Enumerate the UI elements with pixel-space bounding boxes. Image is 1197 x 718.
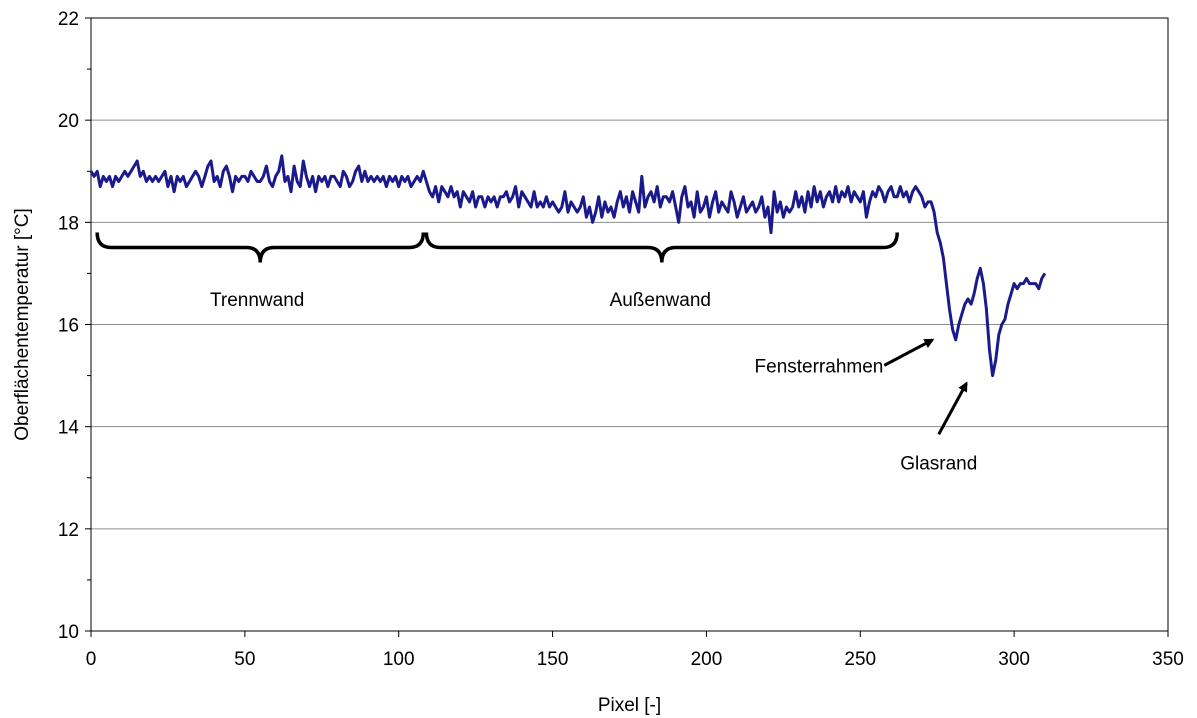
label-glasrand: Glasrand — [900, 453, 977, 474]
y-tick-label: 20 — [58, 111, 79, 132]
y-axis: 10 12 14 16 18 20 22 — [58, 9, 91, 643]
brace-aussenwand — [424, 232, 899, 263]
x-tick-label: 350 — [1152, 649, 1184, 670]
y-axis-title: Oberflächentemperatur [°C] — [12, 208, 33, 441]
y-tick-label: 14 — [58, 418, 80, 439]
y-tick-label: 22 — [58, 9, 79, 30]
y-tick-label: 10 — [58, 622, 79, 643]
x-axis-title: Pixel [-] — [598, 695, 661, 716]
x-tick-label: 200 — [691, 649, 723, 670]
x-tick-label: 100 — [383, 649, 415, 670]
y-tick-label: 12 — [58, 520, 79, 541]
y-tick-label: 18 — [58, 213, 79, 234]
brace-trennwand — [95, 232, 426, 263]
annotations: Trennwand Außenwand Fensterrahmen Glasra… — [95, 232, 977, 474]
series-line — [89, 154, 1047, 378]
arrow-fensterrahmen — [883, 338, 935, 367]
x-tick-label: 150 — [537, 649, 569, 670]
gridlines — [91, 119, 1168, 530]
arrow-glasrand — [937, 381, 968, 436]
x-tick-label: 250 — [844, 649, 876, 670]
label-aussenwand: Außenwand — [610, 290, 711, 311]
x-tick-label: 50 — [234, 649, 255, 670]
label-fensterrahmen: Fensterrahmen — [755, 356, 884, 377]
x-tick-label: 300 — [998, 649, 1030, 670]
y-tick-label: 16 — [58, 316, 79, 337]
label-trennwand: Trennwand — [210, 290, 304, 311]
x-tick-label: 0 — [86, 649, 97, 670]
x-axis: 0 50 100 150 200 250 300 350 — [86, 631, 1184, 670]
